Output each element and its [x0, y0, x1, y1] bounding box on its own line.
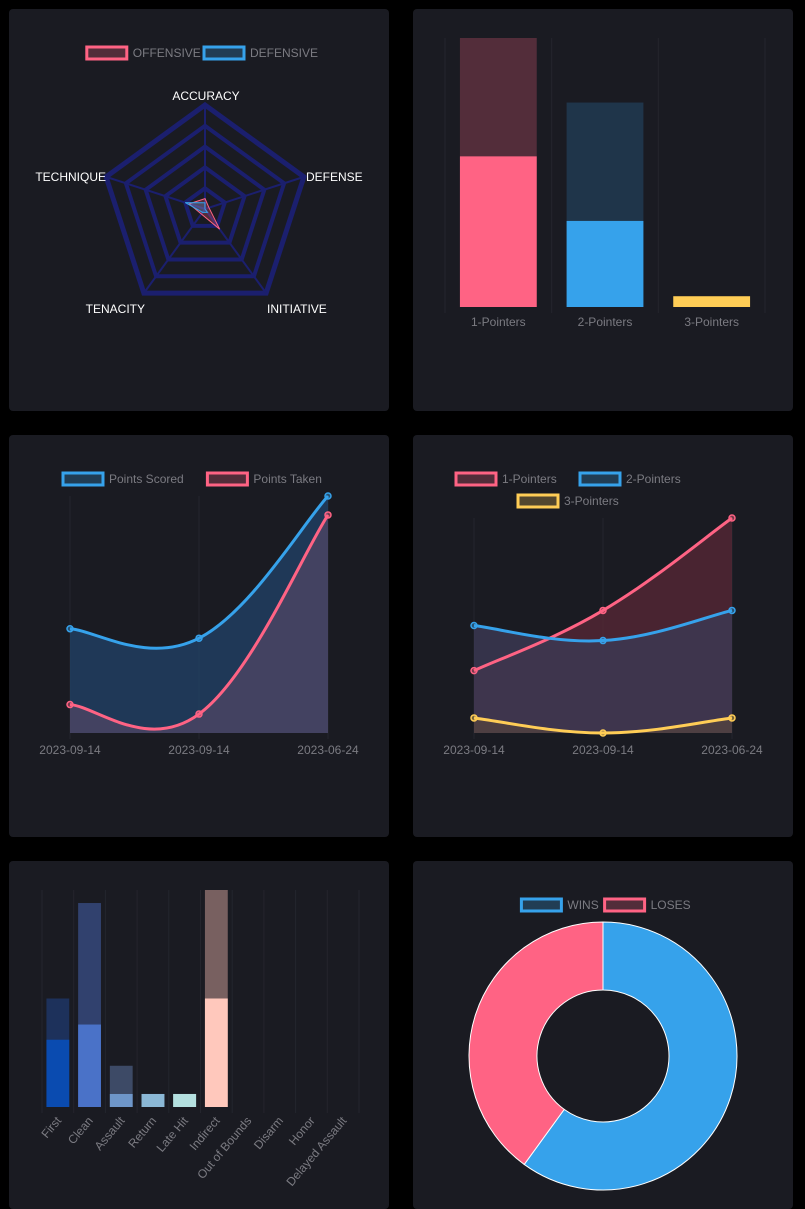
x-tick-label: Disarm	[251, 1114, 286, 1152]
point-2-pointers	[470, 621, 478, 630]
bar-value-clean	[78, 1024, 101, 1107]
pointers-line-chart: 1-Pointers 2-Pointers 3-Pointers 2023-09-14…	[443, 471, 763, 757]
bar-value-2-pointers	[566, 220, 644, 307]
legend-label-points-taken: Points Taken	[253, 472, 322, 486]
bar-value-return	[141, 1093, 165, 1107]
legend-swatch-defensive	[202, 45, 246, 61]
x-tick-label: Clean	[65, 1114, 96, 1147]
x-tick-label: 3-Pointers	[684, 315, 739, 329]
line-3-pointers	[473, 716, 733, 735]
bar-value-1-pointers	[459, 156, 537, 307]
radar-grid-ring	[123, 123, 287, 279]
area-fill-points-taken	[70, 514, 328, 733]
legend-label-1-pointers: 1-Pointers	[502, 472, 557, 486]
legend-swatch-3-pointers	[516, 493, 560, 509]
legend-swatch-offensive	[85, 45, 129, 61]
radar-label-accuracy: ACCURACY	[172, 89, 239, 103]
x-tick-label: Assault	[92, 1113, 128, 1153]
legend-label-points-scored: Points Scored	[109, 472, 184, 486]
radar-grid-ring	[182, 185, 228, 228]
x-tick-label: 2023-06-24	[701, 743, 763, 757]
bar-value-late-hit	[173, 1093, 197, 1107]
bar-value-3-pointers	[673, 296, 751, 307]
wins-doughnut-chart-card: WINS LOSES	[413, 861, 793, 1209]
legend-label-loses: LOSES	[651, 898, 691, 912]
legend-label-defensive: DEFENSIVE	[250, 46, 318, 60]
legend-label-wins: WINS	[567, 898, 598, 912]
points-line-chart: Points Scored Points Taken 2023-09-14 2023-…	[39, 471, 359, 757]
line-2-pointers	[473, 608, 733, 643]
point-2-pointers	[599, 636, 607, 645]
point-points-scored	[324, 492, 332, 500]
line-points-taken	[69, 514, 330, 731]
legend-label-3-pointers: 3-Pointers	[564, 494, 619, 508]
point-3-pointers	[728, 714, 736, 722]
point-points-taken	[324, 511, 332, 519]
legend-swatch-points-taken	[205, 471, 249, 487]
points-line-chart-card: Points Scored Points Taken 2023-09-14 2023-…	[9, 435, 389, 837]
radar-grid-ring	[143, 144, 267, 262]
points-bar-chart: 1-Pointers 2-Pointers 3-Pointers	[444, 38, 766, 329]
point-1-pointers	[470, 666, 478, 675]
legend-swatch-2-pointers	[578, 471, 622, 487]
radar-label-technique: TECHNIQUE	[35, 170, 106, 184]
points-bar-chart-card: 1-Pointers 2-Pointers 3-Pointers	[413, 9, 793, 411]
x-tick-label: 2023-09-14	[168, 743, 230, 757]
point-points-scored	[66, 624, 74, 633]
bar-value-first	[46, 1039, 70, 1107]
doughnut-slice-wins	[523, 921, 738, 1191]
radar-spoke	[204, 175, 305, 210]
pointers-line-chart-card: 1-Pointers 2-Pointers 3-Pointers 2023-09-14…	[413, 435, 793, 837]
radar-series-defensive	[184, 202, 209, 213]
legend-label-offensive: OFFENSIVE	[133, 46, 201, 60]
radar-spoke	[143, 208, 206, 294]
line-points-scored	[69, 494, 330, 650]
point-2-pointers	[728, 606, 736, 615]
legend-swatch-1-pointers	[454, 471, 498, 487]
legend-swatch-points-scored	[61, 471, 105, 487]
x-tick-label: 1-Pointers	[471, 315, 526, 329]
x-tick-label: 2023-06-24	[297, 743, 359, 757]
radar-grid-ring	[103, 101, 307, 296]
point-points-taken	[195, 710, 203, 718]
x-tick-label: Late Hit	[154, 1113, 192, 1154]
fouls-bar-chart-card: First Clean Assault Return Late Hit Indirect O…	[9, 861, 389, 1209]
x-tick-label: 2-Pointers	[578, 315, 633, 329]
bar-value-assault	[109, 1093, 133, 1107]
point-points-taken	[66, 700, 74, 709]
point-1-pointers	[599, 606, 607, 615]
radar-grid-ring	[163, 164, 247, 245]
x-tick-label: Delayed Assault	[283, 1113, 349, 1188]
radar-spoke	[204, 208, 267, 294]
radar-label-tenacity: TENACITY	[86, 302, 145, 316]
legend-label-2-pointers: 2-Pointers	[626, 472, 681, 486]
radar-label-defense: DEFENSE	[306, 170, 363, 184]
x-tick-label: 2023-09-14	[572, 743, 634, 757]
point-points-scored	[195, 634, 203, 642]
radar-label-initiative: INITIATIVE	[267, 302, 327, 316]
radar-chart-card: OFFENSIVE DEFENSIVE ACCURACY DEFENSE INITIA…	[9, 9, 389, 411]
point-1-pointers	[728, 514, 736, 522]
line-1-pointers	[473, 516, 733, 673]
bar-value-indirect	[204, 998, 228, 1107]
radar-chart: OFFENSIVE DEFENSIVE ACCURACY DEFENSE INITIA…	[35, 45, 363, 316]
x-tick-label: Honor	[286, 1114, 318, 1148]
wins-doughnut-chart: WINS LOSES	[468, 897, 738, 1191]
x-tick-label: First	[38, 1113, 64, 1140]
legend-swatch-loses	[603, 897, 647, 913]
area-fill-2-pointers	[474, 610, 732, 733]
point-3-pointers	[470, 714, 478, 722]
doughnut-slice-loses	[468, 921, 604, 1166]
point-3-pointers	[599, 729, 607, 737]
x-tick-label: 2023-09-14	[443, 743, 505, 757]
x-tick-label: 2023-09-14	[39, 743, 101, 757]
legend-swatch-wins	[519, 897, 563, 913]
